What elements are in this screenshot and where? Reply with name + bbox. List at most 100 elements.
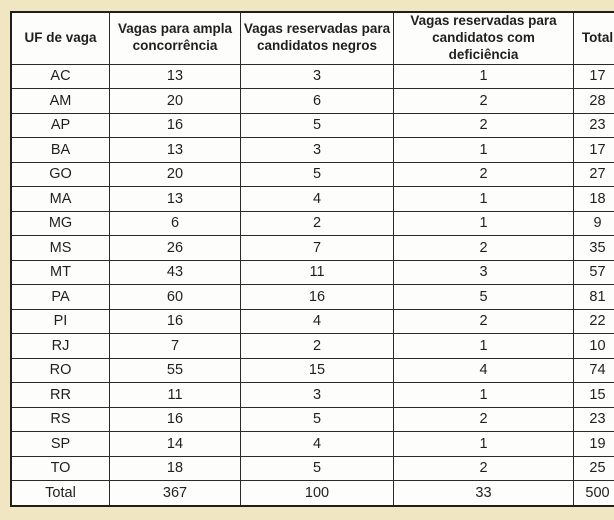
value-cell: 1 xyxy=(393,63,574,90)
value-cell: 43 xyxy=(109,259,241,286)
value-cell: 2 xyxy=(240,210,394,237)
uf-cell: GO xyxy=(10,161,110,188)
uf-cell: RJ xyxy=(10,333,110,359)
value-cell: 5 xyxy=(240,406,394,433)
value-cell: 17 xyxy=(573,63,614,90)
value-cell: 1 xyxy=(393,382,574,408)
value-cell: 22 xyxy=(573,308,614,335)
value-cell: 16 xyxy=(109,308,241,335)
value-cell: 19 xyxy=(573,431,614,457)
value-cell: 13 xyxy=(109,186,241,212)
value-cell: 2 xyxy=(393,161,574,188)
value-cell: 1 xyxy=(393,186,574,212)
value-cell: 5 xyxy=(240,455,394,482)
total-value-cell: 100 xyxy=(240,480,394,507)
value-cell: 13 xyxy=(109,63,241,90)
value-cell: 35 xyxy=(573,235,614,261)
value-cell: 13 xyxy=(109,137,241,163)
uf-cell: AC xyxy=(10,63,110,90)
vagas-table: UF de vaga Vagas para ampla concorrência V… xyxy=(10,11,614,507)
column-header: Vagas reservadas para candidatos com def… xyxy=(393,11,574,65)
table-row: SP 14 4 1 19 xyxy=(10,431,614,457)
value-cell: 16 xyxy=(109,112,241,139)
value-cell: 4 xyxy=(240,431,394,457)
value-cell: 4 xyxy=(393,357,574,384)
value-cell: 20 xyxy=(109,88,241,114)
value-cell: 15 xyxy=(240,357,394,384)
value-cell: 5 xyxy=(240,161,394,188)
total-value-cell: 367 xyxy=(109,480,241,507)
value-cell: 11 xyxy=(109,382,241,408)
uf-cell: MG xyxy=(10,210,110,237)
value-cell: 11 xyxy=(240,259,394,286)
value-cell: 7 xyxy=(240,235,394,261)
table-row: TO 18 5 2 25 xyxy=(10,455,614,482)
uf-cell: BA xyxy=(10,137,110,163)
value-cell: 25 xyxy=(573,455,614,482)
column-header: Vagas para ampla concorrência xyxy=(109,11,241,65)
value-cell: 27 xyxy=(573,161,614,188)
uf-cell: MA xyxy=(10,186,110,212)
value-cell: 3 xyxy=(240,382,394,408)
column-header: Vagas reservadas para candidatos negros xyxy=(240,11,394,65)
uf-cell: RO xyxy=(10,357,110,384)
value-cell: 4 xyxy=(240,308,394,335)
value-cell: 18 xyxy=(109,455,241,482)
table-row: PI 16 4 2 22 xyxy=(10,308,614,335)
value-cell: 14 xyxy=(109,431,241,457)
table-header: UF de vaga Vagas para ampla concorrência V… xyxy=(10,11,614,65)
value-cell: 2 xyxy=(240,333,394,359)
value-cell: 55 xyxy=(109,357,241,384)
value-cell: 7 xyxy=(109,333,241,359)
value-cell: 20 xyxy=(109,161,241,188)
value-cell: 2 xyxy=(393,455,574,482)
value-cell: 57 xyxy=(573,259,614,286)
total-row: Total 367 100 33 500 xyxy=(10,480,614,507)
value-cell: 2 xyxy=(393,88,574,114)
table-row: RR 11 3 1 15 xyxy=(10,382,614,408)
value-cell: 2 xyxy=(393,406,574,433)
value-cell: 3 xyxy=(240,137,394,163)
uf-cell: AM xyxy=(10,88,110,114)
value-cell: 3 xyxy=(393,259,574,286)
uf-cell: SP xyxy=(10,431,110,457)
total-label-cell: Total xyxy=(10,480,110,507)
value-cell: 6 xyxy=(109,210,241,237)
value-cell: 23 xyxy=(573,406,614,433)
value-cell: 23 xyxy=(573,112,614,139)
value-cell: 81 xyxy=(573,284,614,310)
value-cell: 15 xyxy=(573,382,614,408)
table-row: AP 16 5 2 23 xyxy=(10,112,614,139)
table-row: RO 55 15 4 74 xyxy=(10,357,614,384)
value-cell: 16 xyxy=(240,284,394,310)
value-cell: 16 xyxy=(109,406,241,433)
value-cell: 5 xyxy=(240,112,394,139)
value-cell: 2 xyxy=(393,235,574,261)
value-cell: 2 xyxy=(393,112,574,139)
uf-cell: PI xyxy=(10,308,110,335)
table-row: MS 26 7 2 35 xyxy=(10,235,614,261)
table-row: RJ 7 2 1 10 xyxy=(10,333,614,359)
value-cell: 18 xyxy=(573,186,614,212)
uf-cell: MS xyxy=(10,235,110,261)
value-cell: 74 xyxy=(573,357,614,384)
table-row: AC 13 3 1 17 xyxy=(10,63,614,90)
table-row: AM 20 6 2 28 xyxy=(10,88,614,114)
uf-cell: TO xyxy=(10,455,110,482)
total-value-cell: 33 xyxy=(393,480,574,507)
column-header: Total xyxy=(573,11,614,65)
value-cell: 1 xyxy=(393,210,574,237)
value-cell: 28 xyxy=(573,88,614,114)
value-cell: 1 xyxy=(393,137,574,163)
total-value-cell: 500 xyxy=(573,480,614,507)
table-row: RS 16 5 2 23 xyxy=(10,406,614,433)
value-cell: 9 xyxy=(573,210,614,237)
value-cell: 10 xyxy=(573,333,614,359)
value-cell: 1 xyxy=(393,333,574,359)
table-row: PA 60 16 5 81 xyxy=(10,284,614,310)
uf-cell: RS xyxy=(10,406,110,433)
table-row: BA 13 3 1 17 xyxy=(10,137,614,163)
uf-cell: PA xyxy=(10,284,110,310)
header-row: UF de vaga Vagas para ampla concorrência V… xyxy=(10,11,614,65)
